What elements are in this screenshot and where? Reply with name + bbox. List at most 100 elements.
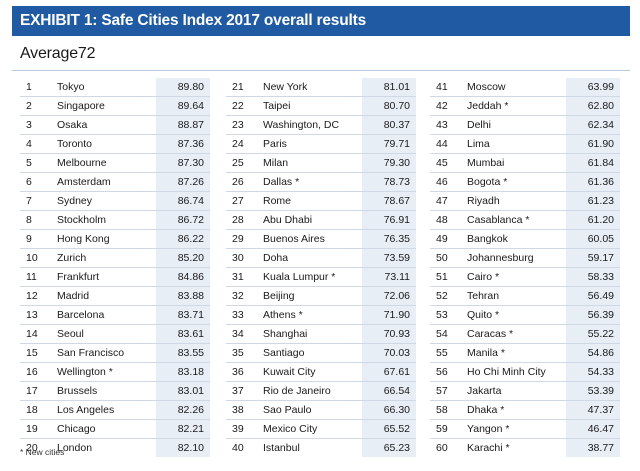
table-row: 21 New York 81.01 <box>226 78 416 97</box>
city-cell: Taipei <box>263 100 291 112</box>
city-cell: Ho Chi Minh City <box>467 366 546 378</box>
rank-cell: 47 <box>436 195 448 207</box>
city-cell: Quito * <box>467 309 500 321</box>
score-cell: 83.55 <box>156 344 210 362</box>
table-row: 6 Amsterdam 87.26 <box>20 173 210 192</box>
city-cell: New York <box>263 81 308 93</box>
rank-cell: 29 <box>232 233 244 245</box>
score-cell: 65.23 <box>362 439 416 457</box>
score-cell: 70.93 <box>362 325 416 343</box>
city-cell: Amsterdam <box>57 176 111 188</box>
score-cell: 47.37 <box>566 401 620 419</box>
table-row: 24 Paris 79.71 <box>226 135 416 154</box>
table-row: 35 Santiago 70.03 <box>226 344 416 363</box>
city-cell: Sao Paulo <box>263 404 312 416</box>
city-cell: Tehran <box>467 290 500 302</box>
table-row: 13 Barcelona 83.71 <box>20 306 210 325</box>
score-cell: 86.74 <box>156 192 210 210</box>
rank-cell: 59 <box>436 423 448 435</box>
city-cell: Brussels <box>57 385 98 397</box>
table-row: 18 Los Angeles 82.26 <box>20 401 210 420</box>
table-row: 41 Moscow 63.99 <box>430 78 620 97</box>
city-cell: Istanbul <box>263 442 300 454</box>
rank-cell: 57 <box>436 385 448 397</box>
rank-cell: 9 <box>26 233 32 245</box>
table-row: 30 Doha 73.59 <box>226 249 416 268</box>
table-row: 14 Seoul 83.61 <box>20 325 210 344</box>
score-cell: 82.21 <box>156 420 210 438</box>
rank-cell: 48 <box>436 214 448 226</box>
city-cell: Mexico City <box>263 423 318 435</box>
rank-cell: 32 <box>232 290 244 302</box>
table-row: 4 Toronto 87.36 <box>20 135 210 154</box>
score-cell: 80.37 <box>362 116 416 134</box>
city-cell: Casablanca * <box>467 214 530 226</box>
rank-cell: 34 <box>232 328 244 340</box>
exhibit-title: EXHIBIT 1: Safe Cities Index 2017 overal… <box>12 6 630 36</box>
rank-cell: 37 <box>232 385 244 397</box>
table-row: 57 Jakarta 53.39 <box>430 382 620 401</box>
city-cell: Tokyo <box>57 81 85 93</box>
score-cell: 62.34 <box>566 116 620 134</box>
rank-cell: 49 <box>436 233 448 245</box>
score-cell: 38.77 <box>566 439 620 457</box>
score-cell: 54.33 <box>566 363 620 381</box>
table-row: 34 Shanghai 70.93 <box>226 325 416 344</box>
table-row: 42 Jeddah * 62.80 <box>430 97 620 116</box>
city-cell: Hong Kong <box>57 233 110 245</box>
city-cell: Jakarta <box>467 385 502 397</box>
rank-cell: 13 <box>26 309 38 321</box>
table-row: 39 Mexico City 65.52 <box>226 420 416 439</box>
score-cell: 81.01 <box>362 78 416 96</box>
city-cell: Dhaka * <box>467 404 505 416</box>
score-cell: 86.72 <box>156 211 210 229</box>
city-cell: San Francisco <box>57 347 125 359</box>
score-cell: 79.30 <box>362 154 416 172</box>
table-row: 5 Melbourne 87.30 <box>20 154 210 173</box>
rank-cell: 21 <box>232 81 244 93</box>
table-row: 59 Yangon * 46.47 <box>430 420 620 439</box>
score-cell: 87.36 <box>156 135 210 153</box>
rank-cell: 10 <box>26 252 38 264</box>
score-cell: 66.30 <box>362 401 416 419</box>
rank-cell: 54 <box>436 328 448 340</box>
rank-cell: 28 <box>232 214 244 226</box>
score-cell: 61.90 <box>566 135 620 153</box>
table-row: 19 Chicago 82.21 <box>20 420 210 439</box>
score-cell: 89.80 <box>156 78 210 96</box>
table-row: 46 Bogota * 61.36 <box>430 173 620 192</box>
city-cell: Bangkok <box>467 233 508 245</box>
table-row: 17 Brussels 83.01 <box>20 382 210 401</box>
rank-cell: 3 <box>26 119 32 131</box>
table-row: 53 Quito * 56.39 <box>430 306 620 325</box>
rank-cell: 30 <box>232 252 244 264</box>
score-cell: 83.61 <box>156 325 210 343</box>
score-cell: 46.47 <box>566 420 620 438</box>
rank-cell: 33 <box>232 309 244 321</box>
city-cell: Shanghai <box>263 328 308 340</box>
table-row: 38 Sao Paulo 66.30 <box>226 401 416 420</box>
score-cell: 55.22 <box>566 325 620 343</box>
table-row: 15 San Francisco 83.55 <box>20 344 210 363</box>
city-cell: Cairo * <box>467 271 500 283</box>
city-cell: Dallas * <box>263 176 300 188</box>
city-cell: Abu Dhabi <box>263 214 313 226</box>
rank-cell: 16 <box>26 366 38 378</box>
ranking-table-column-1: 1 Tokyo 89.80 2 Singapore 89.64 3 Osaka 88.87 4 To… <box>20 78 210 457</box>
score-cell: 60.05 <box>566 230 620 248</box>
rank-cell: 25 <box>232 157 244 169</box>
table-row: 60 Karachi * 38.77 <box>430 439 620 457</box>
table-row: 52 Tehran 56.49 <box>430 287 620 306</box>
score-cell: 78.73 <box>362 173 416 191</box>
city-cell: Chicago <box>57 423 96 435</box>
score-cell: 83.71 <box>156 306 210 324</box>
rank-cell: 43 <box>436 119 448 131</box>
table-row: 37 Rio de Janeiro 66.54 <box>226 382 416 401</box>
score-cell: 66.54 <box>362 382 416 400</box>
score-cell: 80.70 <box>362 97 416 115</box>
score-cell: 63.99 <box>566 78 620 96</box>
city-cell: Madrid <box>57 290 90 302</box>
city-cell: Paris <box>263 138 287 150</box>
score-cell: 76.35 <box>362 230 416 248</box>
city-cell: Sydney <box>57 195 93 207</box>
